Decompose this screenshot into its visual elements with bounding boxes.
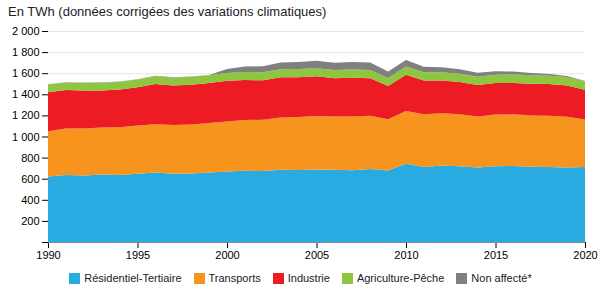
- svg-text:200: 200: [21, 215, 39, 227]
- html-text:Résidentiel-Tertiaire: Résidentiel-Tertiaire: [84, 272, 182, 284]
- html-text:Non affecté*: Non affecté*: [471, 272, 532, 284]
- svg-text:2000: 2000: [215, 249, 239, 261]
- svg-text:1990: 1990: [36, 249, 60, 261]
- svg-text:2 000: 2 000: [12, 25, 40, 37]
- svg-text:2020: 2020: [573, 249, 597, 261]
- svg-text:1 200: 1 200: [12, 109, 40, 121]
- svg-text:1 800: 1 800: [12, 46, 40, 58]
- html-text:Transports: Transports: [208, 272, 261, 284]
- svg-text:1 600: 1 600: [12, 67, 40, 79]
- svg-text:1 000: 1 000: [12, 131, 40, 143]
- svg-text:2010: 2010: [394, 249, 418, 261]
- svg-text:1 400: 1 400: [12, 88, 40, 100]
- svg-text:400: 400: [21, 194, 39, 206]
- html-text:Agriculture-Pêche: Agriculture-Pêche: [356, 272, 445, 284]
- html-text:Industrie: Industrie: [287, 272, 330, 284]
- html-text:En TWh (données corrigées des: En TWh (données corrigées des variations…: [8, 4, 327, 19]
- svg-text:1995: 1995: [126, 249, 150, 261]
- svg-text:2005: 2005: [305, 249, 329, 261]
- svg-text:800: 800: [21, 152, 39, 164]
- svg-text:600: 600: [21, 173, 39, 185]
- svg-text:2015: 2015: [484, 249, 508, 261]
